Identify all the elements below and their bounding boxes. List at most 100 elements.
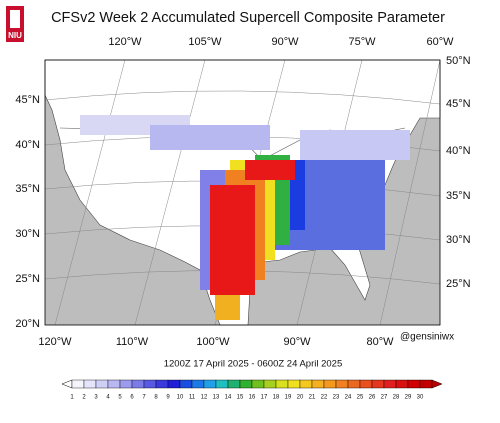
colorbar-cell [407,379,421,389]
colorbar-cell [251,379,265,389]
colorbar-label: 1 [70,395,74,401]
colorbar-label: 10 [177,395,184,401]
title: CFSv2 Week 2 Accumulated Supercell Compo… [51,10,445,26]
map [44,59,441,326]
colorbar-label: 19 [285,395,292,401]
field [80,115,410,320]
colorbar-label: 29 [405,395,412,401]
top-label: 60°W [426,36,454,48]
colorbar-end [431,379,443,389]
colorbar-label: 27 [381,395,388,401]
colorbar-cell [227,379,241,389]
bottom-label: 80°W [366,336,394,348]
colorbar-label: 3 [94,395,98,401]
colorbar-cell [371,379,385,389]
colorbar-cell [107,379,121,389]
colorbar-label: 13 [213,395,220,401]
colorbar-cell [263,379,277,389]
colorbar-label: 5 [118,395,122,401]
colorbar-cell [299,379,313,389]
left-label: 30°N [15,228,40,240]
colorbar-label: 28 [393,395,400,401]
colorbar-label: 26 [369,395,376,401]
colorbar-label: 17 [261,395,268,401]
left-label: 35°N [15,183,40,195]
bottom-label: 120°W [38,336,72,348]
right-label: 35°N [446,190,471,202]
left-label: 40°N [15,139,40,151]
right-label: 50°N [446,55,471,67]
right-label: 30°N [446,234,471,246]
colorbar-cell [71,379,85,389]
labels: 120°W 105°W 90°W 75°W 60°W 45°N 40°N 35°N 30°N 25… [15,36,470,348]
colorbar-cell [179,379,193,389]
colorbar-cell [203,379,217,389]
colorbar-cell [419,379,433,389]
colorbar-label: 4 [106,395,110,401]
field-cell [215,295,240,320]
colorbar-label: 14 [225,395,232,401]
colorbar-cell [83,379,97,389]
colorbar-cell [359,379,373,389]
colorbar-label: 22 [321,395,328,401]
field-cell [300,130,410,160]
colorbar-label: 24 [345,395,352,401]
colorbar-cell [215,379,229,389]
top-label: 90°W [271,36,299,48]
colorbar-label: 23 [333,395,340,401]
colorbar-label: 8 [154,395,158,401]
colorbar-cell [275,379,289,389]
colorbar-cell [119,379,133,389]
colorbar-label: 20 [297,395,304,401]
colorbar-cell [335,379,349,389]
colorbar-cell [131,379,145,389]
field-cell [150,125,270,150]
colorbar-label: 12 [201,395,208,401]
bottom-label: 110°W [116,336,149,348]
top-label: 105°W [188,36,222,48]
left-label: 25°N [15,273,40,285]
colorbar-label: 9 [166,395,170,401]
right-label: 40°N [446,145,471,157]
top-label: 120°W [108,36,142,48]
colorbar-label: 2 [82,395,86,401]
colorbar-cell [239,379,253,389]
valid-period: 1200Z 17 April 2025 - 0600Z 24 April 202… [164,359,343,370]
field-cell [245,160,295,180]
colorbar-cell [395,379,409,389]
colorbar-label: 11 [189,395,196,401]
bottom-label: 90°W [283,336,311,348]
left-label: 45°N [15,94,40,106]
logo-tower [10,10,20,28]
bottom-label: 100°W [196,336,230,348]
colorbar-label: 15 [237,395,244,401]
colorbar-cell [143,379,157,389]
colorbar-cell [383,379,397,389]
right-label: 25°N [446,278,471,290]
colorbar-label: 25 [357,395,364,401]
right-label: 45°N [446,98,471,110]
colorbar-label: 30 [417,395,424,401]
map-frame [44,59,441,326]
field-cell [210,185,255,295]
colorbar-label: 7 [142,395,146,401]
colorbar-cell [287,379,301,389]
colorbar-cell [347,379,361,389]
credit: @gensiniwx [400,332,454,343]
colorbar-cell [95,379,109,389]
colorbar-label: 16 [249,395,256,401]
logo-text: NIU [8,31,22,40]
colorbar-cell [323,379,337,389]
colorbar-label: 6 [130,395,134,401]
colorbar-cell [155,379,169,389]
colorbar-cell [191,379,205,389]
colorbar-cell [311,379,325,389]
colorbar-cell [167,379,181,389]
left-label: 20°N [15,318,40,330]
colorbar: 1 2 3 4 5 6 7 8 9 10 11 12 13 14 15 16 17 18 19 20 21 22 23 24 2… [61,379,443,401]
colorbar-label: 21 [309,395,316,401]
colorbar-label: 18 [273,395,280,401]
top-label: 75°W [348,36,376,48]
logo: NIU [6,6,24,42]
